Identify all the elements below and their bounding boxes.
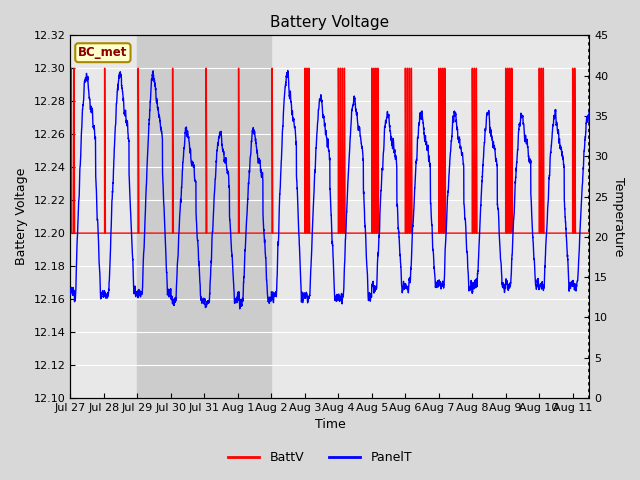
Y-axis label: Temperature: Temperature: [612, 177, 625, 256]
Legend: BattV, PanelT: BattV, PanelT: [223, 446, 417, 469]
Bar: [138, 36, 271, 398]
Y-axis label: Battery Voltage: Battery Voltage: [15, 168, 28, 265]
Title: Battery Voltage: Battery Voltage: [270, 15, 390, 30]
Text: BC_met: BC_met: [78, 46, 127, 59]
X-axis label: Time: Time: [314, 419, 345, 432]
